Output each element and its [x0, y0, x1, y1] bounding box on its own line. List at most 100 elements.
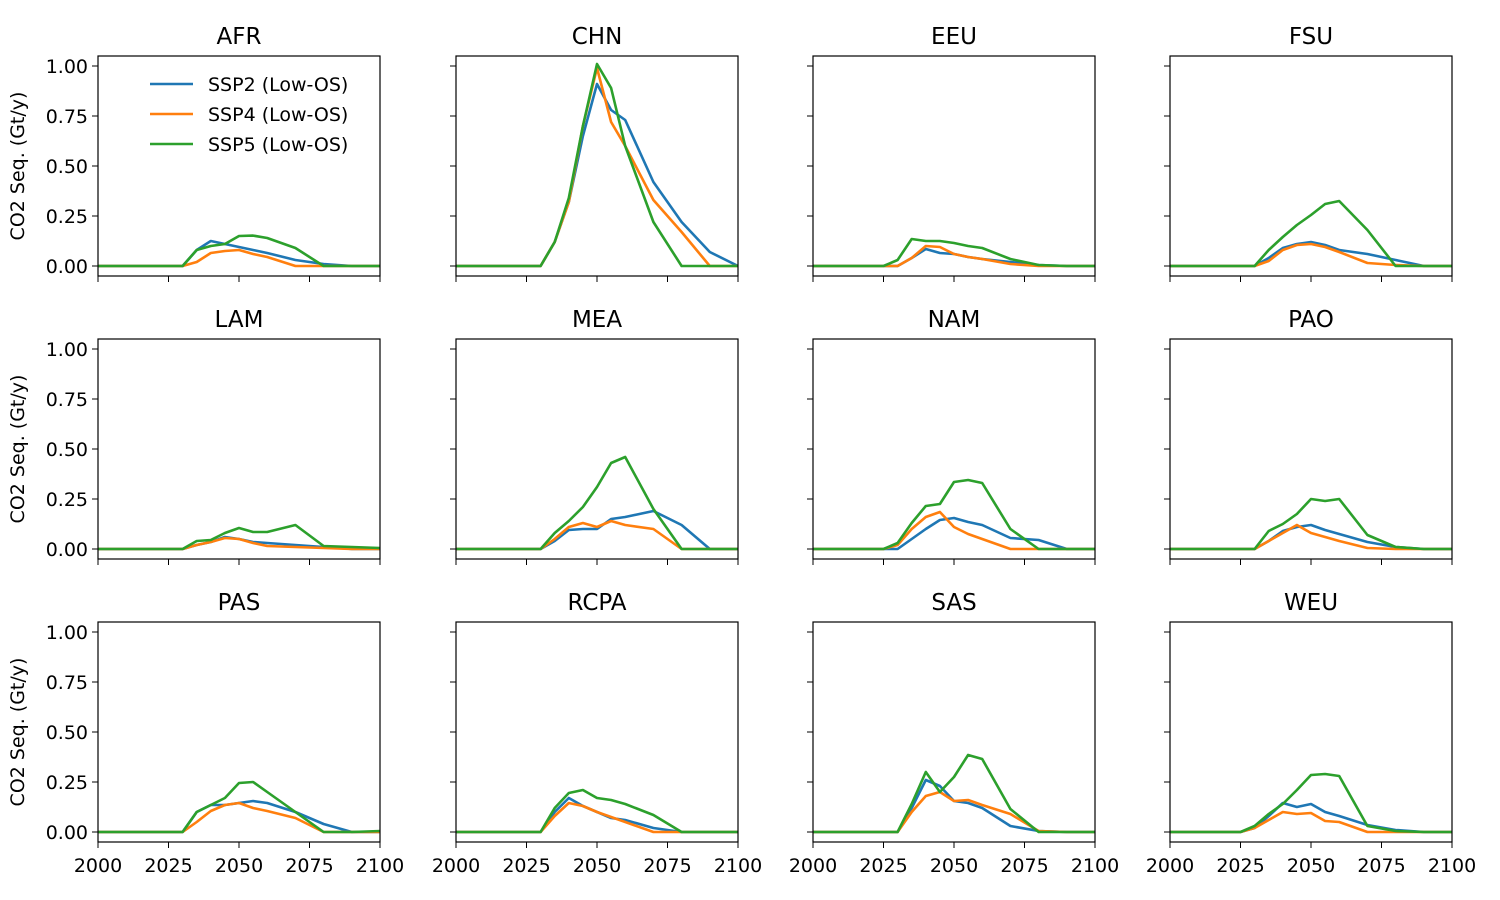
series-line-2: [813, 244, 1095, 268]
plot-frame: [455, 621, 739, 843]
y-tick-label: 0.75: [46, 106, 88, 128]
y-tick-label: 0.00: [46, 539, 88, 561]
panel-title: NAM: [928, 307, 981, 333]
series-line-3: [1170, 772, 1452, 834]
y-tick-label: 0.00: [46, 822, 88, 844]
y-tick-label: 0.25: [46, 489, 88, 511]
series-line-3: [98, 523, 381, 551]
series-line-3: [813, 237, 1095, 268]
x-tick-label: 2025: [144, 855, 192, 877]
panel-pao: PAO: [1164, 307, 1453, 565]
x-tick-label: 2025: [502, 855, 550, 877]
x-tick-label: 2000: [432, 855, 480, 877]
series-line-3: [1170, 497, 1452, 551]
y-axis-label: CO2 Seq. (Gt/y): [7, 375, 29, 524]
plot-frame: [97, 338, 381, 560]
x-tick-label: 2025: [859, 855, 907, 877]
panel-title: CHN: [572, 24, 623, 50]
panel-weu: 2000 2025 2050 2075 2100 WEU: [1146, 590, 1476, 877]
panel-title: WEU: [1284, 590, 1338, 616]
panel-mea: MEA: [450, 307, 739, 565]
y-tick-label: 0.25: [46, 206, 88, 228]
x-tick-label: 2075: [285, 855, 333, 877]
series-line-3: [456, 788, 738, 834]
panel-title: EEU: [931, 24, 977, 50]
panel-nam: NAM: [807, 307, 1096, 565]
series-line-1: [456, 796, 738, 834]
y-tick-label: 0.25: [46, 772, 88, 794]
x-tick-label: 2000: [74, 855, 122, 877]
panel-fsu: FSU: [1164, 24, 1453, 282]
x-tick-label: 2050: [215, 855, 263, 877]
legend-label: SSP5 (Low-OS): [208, 134, 348, 156]
x-tick-label: 2050: [573, 855, 621, 877]
panel-title: PAS: [218, 590, 261, 616]
series-line-2: [813, 790, 1095, 834]
y-tick-label: 0.00: [46, 256, 88, 278]
y-axis-label: CO2 Seq. (Gt/y): [7, 92, 29, 241]
panel-title: MEA: [572, 307, 622, 333]
series-line-2: [98, 248, 380, 268]
y-tick-label: 1.00: [46, 56, 88, 78]
panel-afr: 0.00 0.25 0.50 0.75 1.00 AFR CO2 Seq. (Gt/y) SS…: [7, 24, 381, 282]
panel-lam: 0.00 0.25 0.50 0.75 1.00 LAM CO2 Seq. (Gt/y): [7, 307, 381, 565]
y-tick-label: 1.00: [46, 339, 88, 361]
x-tick-label: 2050: [930, 855, 978, 877]
series-line-1: [1170, 523, 1452, 551]
series-line-1: [456, 509, 738, 551]
y-tick-label: 0.50: [46, 439, 88, 461]
x-tick-label: 2050: [1287, 855, 1335, 877]
panel-title: FSU: [1289, 24, 1333, 50]
x-tick-label: 2025: [1216, 855, 1264, 877]
series-line-2: [98, 536, 380, 551]
y-tick-label: 0.75: [46, 389, 88, 411]
x-tick-label: 2075: [1000, 855, 1048, 877]
series-line-2: [456, 801, 738, 834]
panel-title: LAM: [215, 307, 264, 333]
plot-frame: [812, 621, 1096, 843]
series-line-1: [1170, 801, 1452, 834]
y-tick-label: 0.50: [46, 722, 88, 744]
series-line-2: [1170, 523, 1452, 551]
panel-pas: 0.00 0.25 0.50 0.75 1.00 2000 2025 2050 2075 2100…: [7, 590, 404, 877]
series-line-3: [98, 780, 381, 834]
y-tick-label: 0.50: [46, 156, 88, 178]
x-tick-label: 2000: [789, 855, 837, 877]
x-tick-label: 2000: [1146, 855, 1194, 877]
panel-title: RCPA: [567, 590, 626, 616]
series-line-3: [456, 455, 738, 551]
panel-title: PAO: [1288, 307, 1334, 333]
panel-eeu: EEU: [807, 24, 1096, 282]
legend-label: SSP4 (Low-OS): [208, 104, 348, 126]
series-line-1: [813, 778, 1095, 834]
panel-title: AFR: [217, 24, 262, 50]
y-tick-label: 1.00: [46, 622, 88, 644]
plot-frame: [1169, 621, 1453, 843]
x-tick-label: 2100: [1071, 855, 1119, 877]
series-line-3: [98, 234, 380, 268]
series-line-3: [456, 62, 738, 268]
series-line-2: [813, 510, 1095, 551]
series-line-1: [456, 82, 739, 268]
plot-frame: [97, 621, 381, 843]
series-line-2: [456, 519, 738, 551]
legend-label: SSP2 (Low-OS): [208, 74, 348, 96]
series-line-2: [98, 801, 380, 834]
panel-title: SAS: [931, 590, 976, 616]
plot-frame: [455, 55, 739, 277]
series-line-3: [813, 753, 1095, 834]
legend: SSP2 (Low-OS) SSP4 (Low-OS) SSP5 (Low-OS): [150, 74, 348, 156]
y-axis-label: CO2 Seq. (Gt/y): [7, 658, 29, 807]
x-tick-label: 2100: [714, 855, 762, 877]
series-line-1: [98, 799, 380, 834]
series-line-3: [813, 478, 1095, 551]
series-line-1: [813, 516, 1095, 551]
panel-chn: CHN: [450, 24, 739, 282]
series-line-2: [1170, 810, 1452, 834]
series-line-1: [813, 247, 1095, 268]
panel-rcpa: 2000 2025 2050 2075 2100 RCPA: [432, 590, 762, 877]
x-tick-label: 2075: [1357, 855, 1405, 877]
panel-sas: 2000 2025 2050 2075 2100 SAS: [789, 590, 1119, 877]
x-tick-label: 2100: [1428, 855, 1476, 877]
y-tick-label: 0.75: [46, 672, 88, 694]
